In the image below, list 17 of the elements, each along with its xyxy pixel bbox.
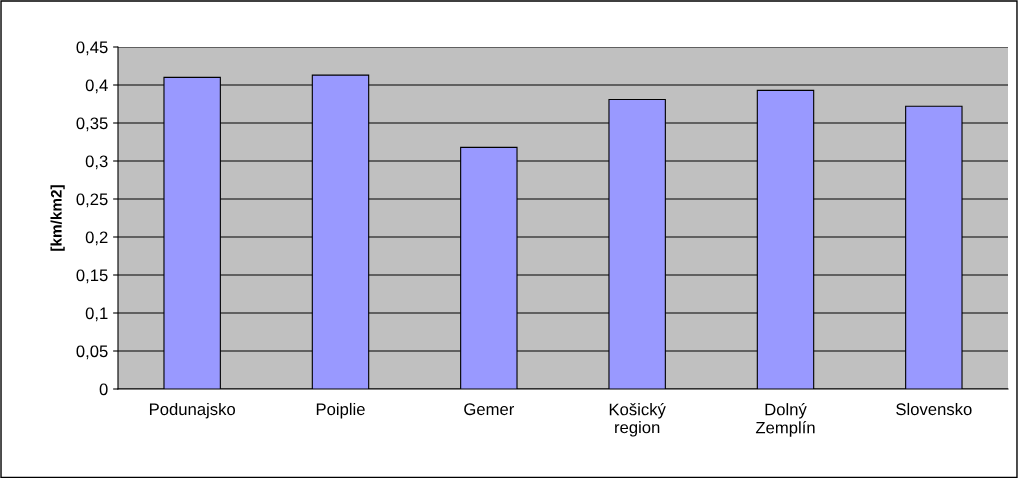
x-tick-label: Košický region: [609, 402, 666, 437]
y-tick-label: 0,15: [76, 269, 108, 284]
y-tick-label: 0,2: [85, 231, 108, 246]
y-tick-label: 0,05: [76, 345, 108, 360]
y-tick-label: 0: [99, 383, 108, 396]
y-tick-label: 0,25: [76, 193, 108, 208]
y-axis-title: [km/km2]: [50, 185, 65, 251]
x-tick-label: Poiplie: [316, 402, 365, 419]
x-tick-label: Slovensko: [896, 402, 972, 416]
y-tick-label: 0,1: [85, 307, 108, 322]
x-tick-label: Podunajsko: [149, 402, 236, 419]
y-tick-label: 0,35: [76, 117, 108, 132]
x-tick-label: Dolný Zemplín: [755, 402, 815, 437]
y-tick-label: 0,3: [85, 155, 108, 170]
y-tick-label: 0,4: [85, 79, 108, 94]
x-tick-label: Gemer: [464, 403, 515, 416]
y-tick-label: 0,45: [76, 41, 108, 56]
